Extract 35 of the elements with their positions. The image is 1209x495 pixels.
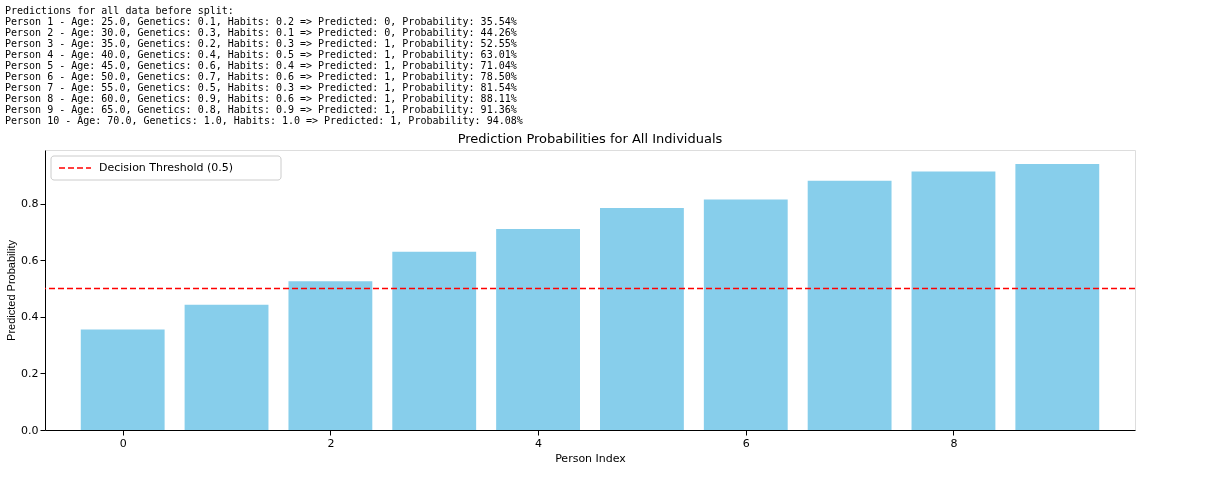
x-tick-label: 2 [327, 436, 335, 450]
chart-title: Prediction Probabilities for All Individuals [457, 131, 723, 146]
legend-label: Decision Threshold (0.5) [99, 161, 234, 174]
bar [288, 281, 373, 430]
bar [703, 199, 788, 430]
bar [911, 171, 996, 430]
text: Person 7 - Age: 55.0, Genetics: 0.5, Habits: 0.3 => Predicted: 1, Probability: 81.54% [5, 81, 517, 93]
bar [80, 329, 165, 430]
y-tick-label: 0.2 [21, 366, 39, 380]
y-axis-title: Predicted Probability [5, 239, 18, 341]
x-tick-label: 6 [742, 436, 750, 450]
bar [807, 180, 892, 430]
bar [184, 304, 269, 430]
text: Person 9 - Age: 65.0, Genetics: 0.8, Habits: 0.9 => Predicted: 1, Probability: 91.36% [5, 103, 517, 115]
text: Person 10 - Age: 70.0, Genetics: 1.0, Habits: 1.0 => Predicted: 1, Probability: 94.08% [5, 114, 523, 126]
text: Predictions for all data before split: [5, 4, 234, 16]
text: Person 1 - Age: 25.0, Genetics: 0.1, Habits: 0.2 => Predicted: 0, Probability: 35.54% [5, 15, 517, 27]
bar [600, 207, 684, 430]
bar [496, 229, 580, 430]
text: Person 2 - Age: 30.0, Genetics: 0.3, Habits: 0.1 => Predicted: 0, Probability: 44.26% [5, 26, 517, 38]
text: Person 6 - Age: 50.0, Genetics: 0.7, Habits: 0.6 => Predicted: 1, Probability: 78.50% [5, 70, 517, 82]
y-tick-label: 0.4 [21, 310, 39, 324]
x-axis-title: Person Index [555, 451, 627, 465]
x-tick-label: 8 [950, 436, 958, 450]
y-tick-label: 0.0 [21, 423, 39, 437]
x-tick-label: 0 [119, 436, 127, 450]
y-tick-label: 0.6 [21, 253, 39, 267]
bar [392, 251, 477, 430]
text: Person 3 - Age: 35.0, Genetics: 0.2, Habits: 0.3 => Predicted: 1, Probability: 52.55% [5, 37, 517, 49]
text: Person 8 - Age: 60.0, Genetics: 0.9, Habits: 0.6 => Predicted: 1, Probability: 88.11% [5, 92, 517, 104]
x-tick-label: 4 [535, 436, 543, 450]
text: Person 5 - Age: 45.0, Genetics: 0.6, Habits: 0.4 => Predicted: 1, Probability: 71.04% [5, 59, 517, 71]
y-tick-label: 0.8 [21, 197, 39, 211]
text: Person 4 - Age: 40.0, Genetics: 0.4, Habits: 0.5 => Predicted: 1, Probability: 63.01% [5, 48, 517, 60]
bar [1015, 163, 1100, 430]
